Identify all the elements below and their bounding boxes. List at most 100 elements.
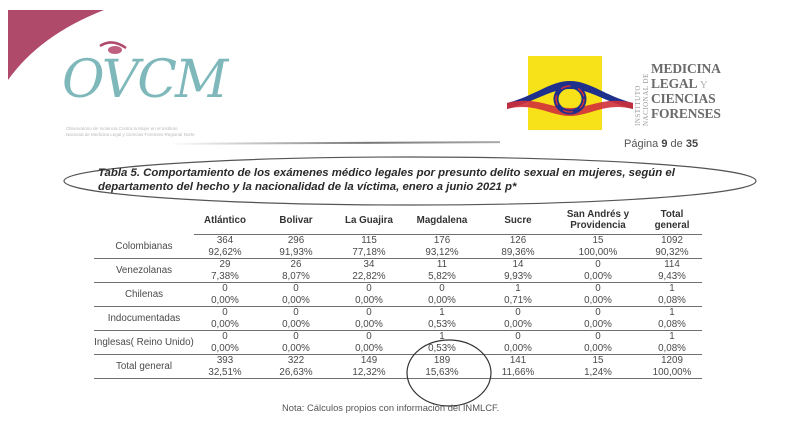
table-row: Venezolanas 29 7,38% 26 8,07% 34 22,82% 11 5,82%… <box>94 258 702 283</box>
cell-count: 1092 <box>661 235 683 246</box>
cell-percent: 9,93% <box>504 270 532 282</box>
table-cell: 141 11,66% <box>482 354 554 379</box>
table-cell: 0 0,00% <box>402 282 482 307</box>
table-cell: 1 0,53% <box>402 330 482 355</box>
table-cell: 1209 100,00% <box>642 354 702 379</box>
column-header: Atlántico <box>194 206 256 235</box>
corner-header <box>94 206 194 235</box>
cell-percent: 0,00% <box>355 294 383 306</box>
cell-count: 1 <box>669 283 675 294</box>
table-cell: 14 9,93% <box>482 258 554 283</box>
table-cell: 0 0,00% <box>256 306 336 331</box>
cell-percent: 8,07% <box>282 270 310 282</box>
table-cell: 1 0,08% <box>642 330 702 355</box>
cell-percent: 0,00% <box>211 318 239 330</box>
cell-count: 0 <box>293 307 299 318</box>
cell-percent: 93,12% <box>425 246 459 258</box>
ovcm-logo-text: OVCM <box>62 50 228 110</box>
eye-emblem-icon <box>507 81 633 116</box>
table-cell: 1 0,08% <box>642 282 702 307</box>
column-header: San Andrés y Providencia <box>554 206 642 235</box>
cell-count: 14 <box>512 259 524 270</box>
table-cell: 0 0,00% <box>554 306 642 331</box>
cell-percent: 90,32% <box>655 246 689 258</box>
cell-percent: 0,00% <box>584 342 612 354</box>
inml-name-line: Y <box>699 78 708 91</box>
data-table: Atlántico Bolivar La Guajira Magdalena S… <box>94 206 702 379</box>
cell-count: 364 <box>216 235 234 246</box>
cell-percent: 100,00% <box>652 366 692 378</box>
cell-count: 296 <box>287 235 305 246</box>
table-cell: 393 32,51% <box>194 354 256 379</box>
cell-count: 0 <box>222 331 228 342</box>
table-cell: 364 92,62% <box>194 234 256 259</box>
cell-percent: 0,00% <box>504 342 532 354</box>
table-cell: 149 12,32% <box>336 354 402 379</box>
row-label: Inglesas( Reino Unido) <box>94 330 194 355</box>
inml-name-line: FORENSES <box>651 105 721 121</box>
cell-count: 322 <box>287 355 305 366</box>
cell-count: 0 <box>222 307 228 318</box>
table-cell: 0 0,00% <box>194 330 256 355</box>
column-header: Sucre <box>482 206 554 235</box>
cell-percent: 92,62% <box>208 246 242 258</box>
inml-name-line: MEDICINA <box>651 61 721 76</box>
table-cell: 0 0,00% <box>336 282 402 307</box>
ovcm-logo-subtitle: Observatorio de Violencia Contra la Muje… <box>66 126 195 137</box>
cell-count: 393 <box>216 355 234 366</box>
table-cell: 0 0,00% <box>336 306 402 331</box>
table-cell: 0 0,00% <box>482 330 554 355</box>
cell-count: 0 <box>293 283 299 294</box>
table-cell: 0 0,00% <box>554 330 642 355</box>
table-cell: 322 26,63% <box>256 354 336 379</box>
cell-percent: 0,08% <box>658 318 686 330</box>
header-divider <box>169 141 501 145</box>
cell-count: 114 <box>664 259 680 270</box>
cell-percent: 0,00% <box>282 318 310 330</box>
cell-count: 1 <box>439 331 445 342</box>
cell-count: 189 <box>433 355 451 366</box>
table-cell: 296 91,93% <box>256 234 336 259</box>
table-row: Total general 393 32,51% 322 26,63% 149 12,32%… <box>94 354 702 379</box>
column-header: Bolivar <box>256 206 336 235</box>
table-cell: 26 8,07% <box>256 258 336 283</box>
cell-count: 1 <box>439 307 445 318</box>
cell-count: 1209 <box>661 355 683 366</box>
table-row: Chilenas 0 0,00% 0 0,00% 0 0,00% 0 0,00% 1 0,71% 0 0… <box>94 282 702 307</box>
cell-percent: 11,66% <box>501 366 535 378</box>
cell-count: 11 <box>436 259 448 270</box>
cell-count: 115 <box>361 235 377 246</box>
cell-percent: 0,08% <box>658 342 686 354</box>
magdalena-annotation-circle <box>406 339 492 407</box>
cell-percent: 7,38% <box>211 270 239 282</box>
table-cell: 0 0,00% <box>482 306 554 331</box>
table-cell: 1092 90,32% <box>642 234 702 259</box>
cell-percent: 26,63% <box>279 366 313 378</box>
cell-count: 126 <box>509 235 527 246</box>
table-cell: 29 7,38% <box>194 258 256 283</box>
table-row: Inglesas( Reino Unido) 0 0,00% 0 0,00% 0 0,00%… <box>94 330 702 355</box>
table-cell: 115 77,18% <box>336 234 402 259</box>
cell-count: 0 <box>515 307 521 318</box>
cell-count: 0 <box>595 331 601 342</box>
cell-count: 1 <box>515 283 521 294</box>
table-cell: 11 5,82% <box>402 258 482 283</box>
cell-percent: 0,00% <box>355 318 383 330</box>
cell-percent: 0,00% <box>584 294 612 306</box>
cell-percent: 91,93% <box>279 246 313 258</box>
cell-percent: 5,82% <box>428 270 456 282</box>
table-cell: 1 0,71% <box>482 282 554 307</box>
table-note: Nota: Cálculos propios con información d… <box>282 402 500 413</box>
cell-count: 0 <box>222 283 228 294</box>
cell-percent: 0,00% <box>504 318 532 330</box>
cell-percent: 0,00% <box>584 318 612 330</box>
cell-count: 15 <box>592 355 604 366</box>
cell-percent: 0,00% <box>282 294 310 306</box>
cell-percent: 15,63% <box>425 366 459 378</box>
table-cell: 189 15,63% <box>402 354 482 379</box>
row-label: Venezolanas <box>94 258 194 283</box>
eye-icon <box>99 41 127 54</box>
cell-percent: 9,43% <box>658 270 686 282</box>
cell-count: 0 <box>366 307 372 318</box>
cell-count: 0 <box>366 331 372 342</box>
